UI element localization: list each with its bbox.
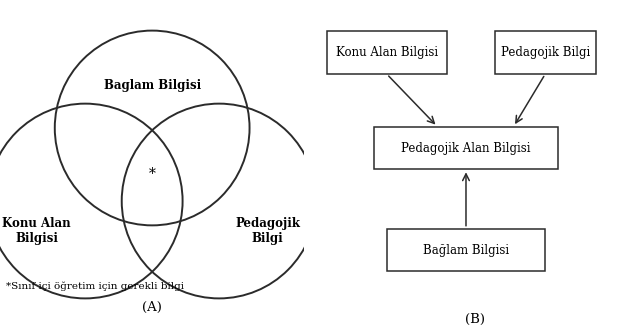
FancyBboxPatch shape — [387, 229, 545, 271]
Text: Pedagojik Bilgi: Pedagojik Bilgi — [501, 46, 590, 59]
Text: *Sınıf içi öğretim için gerekli bilgi: *Sınıf içi öğretim için gerekli bilgi — [6, 282, 184, 291]
Text: Pedagojik
Bilgi: Pedagojik Bilgi — [235, 217, 301, 245]
Text: (A): (A) — [142, 301, 162, 314]
FancyBboxPatch shape — [495, 31, 596, 74]
Text: (B): (B) — [465, 313, 486, 326]
Text: Pedagojik Alan Bilgisi: Pedagojik Alan Bilgisi — [401, 141, 531, 155]
Text: Konu Alan Bilgisi: Konu Alan Bilgisi — [335, 46, 438, 59]
Text: Baglam Bilgisi: Baglam Bilgisi — [103, 79, 201, 92]
FancyBboxPatch shape — [374, 127, 558, 169]
FancyBboxPatch shape — [327, 31, 447, 74]
Text: Konu Alan
Bilgisi: Konu Alan Bilgisi — [2, 217, 71, 245]
Text: *: * — [149, 166, 155, 181]
Text: Bağlam Bilgisi: Bağlam Bilgisi — [423, 243, 509, 257]
